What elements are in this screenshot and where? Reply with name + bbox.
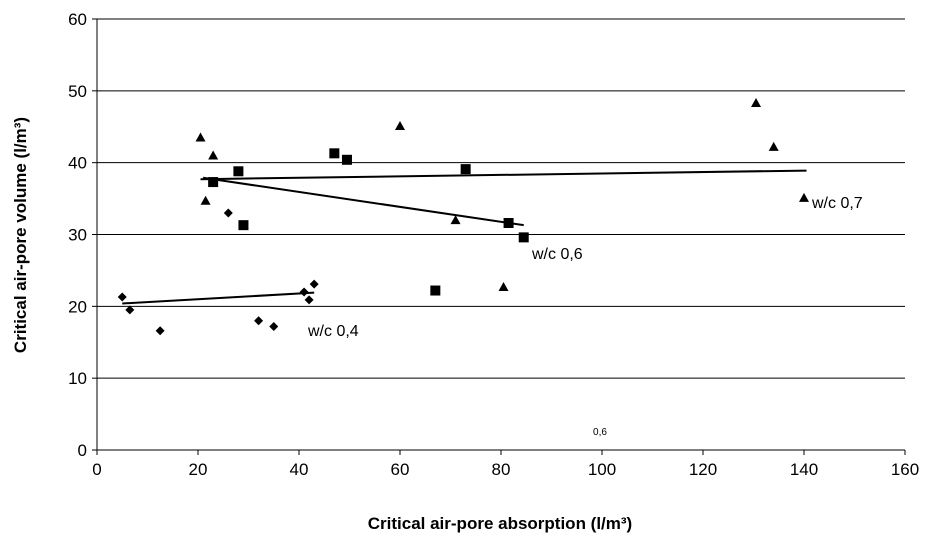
point-series-2-8	[799, 192, 809, 202]
x-tick-label-80: 80	[492, 460, 511, 479]
point-series-1-1	[233, 166, 244, 177]
x-tick-labels: 0 20 40 60 80 100 120 140 160	[92, 460, 919, 479]
data-points	[117, 98, 809, 336]
point-series-2-1	[200, 195, 211, 205]
point-series-2-4	[450, 215, 461, 225]
x-tick-label-60: 60	[391, 460, 410, 479]
trendline-series-1	[202, 176, 524, 227]
x-tick-label-140: 140	[790, 460, 818, 479]
point-series-1-0	[208, 177, 219, 188]
axes	[92, 18, 906, 455]
x-axis-title: Critical air-pore absorption (l/m³)	[368, 514, 632, 533]
point-series-0-1	[125, 305, 135, 315]
x-tick-label-0: 0	[92, 460, 101, 479]
point-series-1-6	[460, 164, 471, 175]
trendlines	[122, 169, 807, 305]
series-label-2: w/c 0,7	[811, 195, 863, 212]
series-labels: w/c 0,4 w/c 0,6 w/c 0,7	[307, 195, 863, 340]
annotation-note: 0,6	[593, 427, 607, 438]
x-tick-label-20: 20	[189, 460, 208, 479]
trendline-series-2	[200, 169, 807, 181]
point-series-0-4	[254, 316, 264, 326]
point-series-2-0	[195, 132, 206, 142]
point-series-0-2	[155, 326, 165, 336]
x-tick-label-160: 160	[891, 460, 919, 479]
x-tick-label-40: 40	[290, 460, 309, 479]
point-series-2-6	[751, 98, 762, 108]
point-series-0-6	[299, 287, 309, 297]
x-tick-label-100: 100	[588, 460, 616, 479]
y-tick-labels: 0 10 20 30 40 50 60	[68, 10, 87, 460]
trendline-series-0	[122, 291, 315, 305]
point-series-1-3	[329, 148, 340, 159]
point-series-2-7	[768, 141, 779, 151]
y-tick-label-40: 40	[68, 154, 87, 173]
point-series-0-3	[223, 208, 233, 218]
y-tick-label-0: 0	[78, 441, 87, 460]
y-tick-label-30: 30	[68, 226, 87, 245]
point-series-2-3	[395, 121, 405, 131]
y-tick-label-10: 10	[68, 369, 87, 388]
point-series-2-2	[208, 150, 219, 160]
series-label-0: w/c 0,4	[307, 323, 359, 340]
y-tick-label-60: 60	[68, 10, 87, 29]
y-axis-title: Critical air-pore volume (l/m³)	[11, 117, 30, 353]
point-series-1-7	[503, 218, 514, 229]
point-series-2-5	[498, 281, 509, 291]
point-series-1-5	[430, 285, 441, 296]
point-series-0-7	[304, 295, 314, 305]
gridlines	[97, 18, 905, 379]
point-series-0-5	[269, 321, 279, 331]
point-series-1-8	[518, 232, 529, 243]
y-tick-label-50: 50	[68, 82, 87, 101]
y-tick-label-20: 20	[68, 297, 87, 316]
point-series-1-2	[238, 220, 249, 231]
point-series-0-8	[309, 279, 319, 289]
point-series-1-4	[341, 154, 352, 165]
x-tick-label-120: 120	[689, 460, 717, 479]
series-label-1: w/c 0,6	[531, 246, 583, 263]
point-series-0-0	[117, 292, 127, 302]
